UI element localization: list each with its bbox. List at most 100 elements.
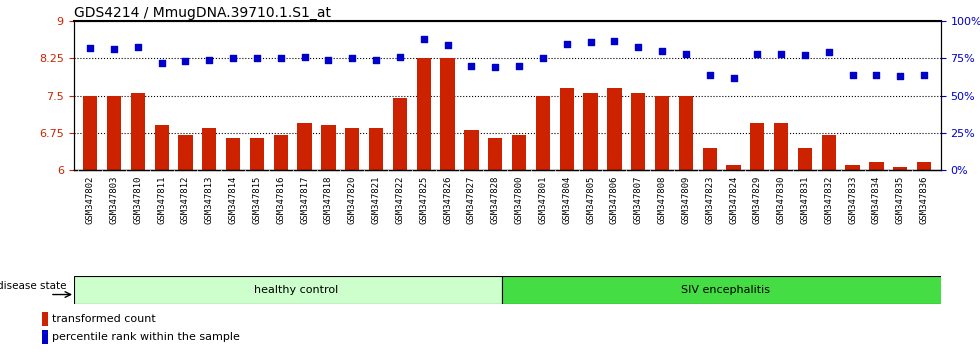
Text: GDS4214 / MmugDNA.39710.1.S1_at: GDS4214 / MmugDNA.39710.1.S1_at	[74, 6, 330, 20]
Text: GSM347810: GSM347810	[133, 175, 142, 224]
Point	[893, 73, 908, 79]
Text: GSM347828: GSM347828	[491, 175, 500, 224]
Bar	[368, 128, 383, 170]
Point	[106, 47, 122, 52]
Text: GSM347807: GSM347807	[634, 175, 643, 224]
Point	[702, 72, 717, 78]
Bar	[321, 125, 335, 170]
Point	[916, 72, 932, 78]
Text: disease state: disease state	[0, 281, 67, 291]
Text: GSM347808: GSM347808	[658, 175, 666, 224]
Text: GSM347821: GSM347821	[371, 175, 380, 224]
Bar	[465, 130, 478, 170]
Bar	[560, 88, 574, 170]
Text: GSM347823: GSM347823	[706, 175, 714, 224]
Bar	[42, 312, 48, 326]
Text: GSM347800: GSM347800	[514, 175, 523, 224]
Text: GSM347801: GSM347801	[538, 175, 548, 224]
Bar	[893, 167, 907, 170]
Text: GSM347809: GSM347809	[681, 175, 690, 224]
Point	[487, 64, 503, 70]
Point	[607, 38, 622, 44]
Bar	[536, 96, 550, 170]
Text: GSM347830: GSM347830	[777, 175, 786, 224]
Bar	[726, 165, 741, 170]
Bar	[130, 93, 145, 170]
Text: GSM347816: GSM347816	[276, 175, 285, 224]
Bar	[155, 125, 169, 170]
Text: GSM347803: GSM347803	[110, 175, 119, 224]
Text: GSM347818: GSM347818	[324, 175, 333, 224]
Text: GSM347820: GSM347820	[348, 175, 357, 224]
Bar	[202, 128, 217, 170]
Text: GSM347802: GSM347802	[85, 175, 95, 224]
Bar	[750, 123, 764, 170]
Bar	[655, 96, 669, 170]
Text: GSM347806: GSM347806	[610, 175, 619, 224]
Text: GSM347832: GSM347832	[824, 175, 833, 224]
Point	[154, 60, 170, 66]
Point	[868, 72, 884, 78]
Point	[177, 58, 193, 64]
Bar	[821, 135, 836, 170]
Bar	[42, 330, 48, 344]
Bar	[226, 138, 240, 170]
Point	[512, 63, 527, 69]
Text: healthy control: healthy control	[254, 285, 338, 295]
Text: GSM347825: GSM347825	[419, 175, 428, 224]
Text: GSM347804: GSM347804	[563, 175, 571, 224]
Point	[797, 53, 812, 58]
Bar	[345, 128, 360, 170]
Bar	[703, 148, 716, 170]
Point	[583, 39, 599, 45]
Bar	[512, 135, 526, 170]
Text: GSM347822: GSM347822	[395, 175, 405, 224]
Point	[725, 75, 741, 81]
Bar	[440, 58, 455, 170]
Text: GSM347815: GSM347815	[253, 175, 262, 224]
Point	[416, 36, 431, 42]
FancyBboxPatch shape	[74, 276, 503, 304]
Text: GSM347835: GSM347835	[896, 175, 905, 224]
Bar	[846, 165, 859, 170]
Point	[559, 41, 574, 46]
Text: GSM347812: GSM347812	[181, 175, 190, 224]
Bar	[774, 123, 788, 170]
Text: SIV encephalitis: SIV encephalitis	[681, 285, 769, 295]
Point	[678, 51, 694, 57]
Text: GSM347811: GSM347811	[157, 175, 167, 224]
Text: GSM347833: GSM347833	[848, 175, 858, 224]
Point	[845, 72, 860, 78]
FancyBboxPatch shape	[503, 276, 948, 304]
Point	[630, 44, 646, 49]
Point	[655, 48, 670, 54]
Point	[202, 57, 218, 63]
Text: percentile rank within the sample: percentile rank within the sample	[52, 332, 240, 342]
Point	[750, 51, 765, 57]
Point	[297, 54, 313, 60]
Bar	[917, 162, 931, 170]
Point	[535, 56, 551, 61]
Text: GSM347814: GSM347814	[228, 175, 237, 224]
Point	[225, 56, 241, 61]
Text: GSM347827: GSM347827	[466, 175, 476, 224]
Bar	[798, 148, 812, 170]
Point	[344, 56, 360, 61]
Point	[392, 54, 408, 60]
Text: GSM347826: GSM347826	[443, 175, 452, 224]
Bar	[631, 93, 646, 170]
Text: GSM347829: GSM347829	[753, 175, 761, 224]
Text: GSM347834: GSM347834	[872, 175, 881, 224]
Point	[273, 56, 289, 61]
Text: GSM347817: GSM347817	[300, 175, 309, 224]
Bar	[178, 135, 193, 170]
Bar	[83, 96, 97, 170]
Text: GSM347813: GSM347813	[205, 175, 214, 224]
Bar	[488, 138, 503, 170]
Text: GSM347805: GSM347805	[586, 175, 595, 224]
Text: GSM347824: GSM347824	[729, 175, 738, 224]
Text: transformed count: transformed count	[52, 314, 156, 324]
Bar	[416, 58, 431, 170]
Point	[464, 63, 479, 69]
Bar	[583, 93, 598, 170]
